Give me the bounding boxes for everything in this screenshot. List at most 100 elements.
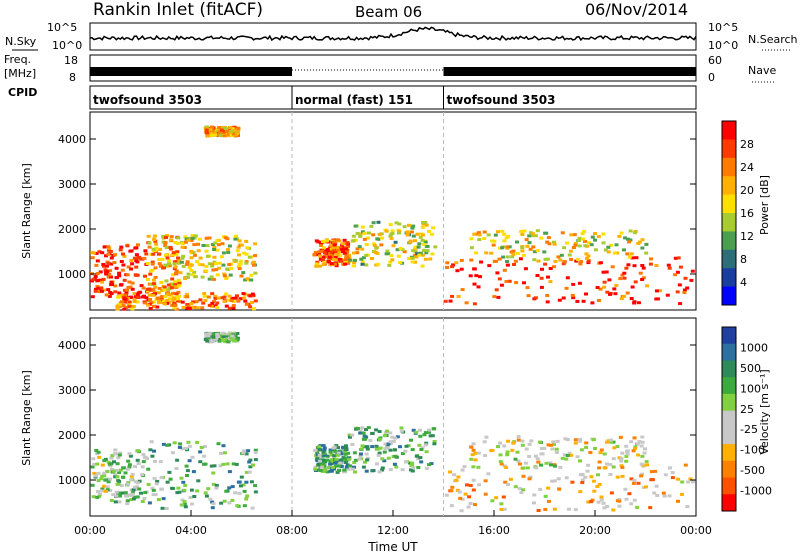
echo-cell [445,261,450,265]
echo-cell [411,466,416,470]
echo-cell [603,248,608,252]
echo-cell [376,237,381,241]
echo-cell [499,283,504,287]
echo-cell [417,253,422,257]
echo-cell [449,489,454,493]
echo-cell [172,306,177,310]
echo-cell [118,494,123,498]
echo-cell [344,446,349,450]
echo-cell [622,271,627,275]
echo-cell [527,241,532,245]
echo-cell [220,296,225,300]
echo-cell [190,455,195,459]
echo-cell [476,465,481,469]
echo-cell [93,289,98,293]
echo-cell [683,463,688,467]
echo-cell [324,239,329,243]
echo-cell [148,448,153,452]
echo-cell [587,241,592,245]
echo-cell [137,479,142,483]
echo-cell [96,490,100,493]
echo-cell [471,488,476,492]
echo-cell [334,252,339,256]
echo-cell [100,487,105,491]
echo-cell [578,262,583,266]
echo-cell [551,440,556,444]
echo-cell [244,302,249,306]
echo-cell [251,260,256,264]
echo-cell [418,456,423,460]
echo-cell [244,480,249,484]
echo-cell [411,224,416,228]
colorbar-swatch [722,121,736,140]
echo-cell [198,460,203,464]
echo-cell [597,466,602,470]
echo-cell [170,273,175,277]
echo-cell [172,441,177,445]
echo-cell [236,245,241,249]
echo-cell [631,481,636,485]
echo-cell [93,474,98,478]
echo-cell [635,505,640,509]
echo-cell [369,224,374,228]
echo-cell [118,301,123,305]
echo-cell [153,459,157,463]
echo-cell [173,241,178,244]
echo-cell [132,485,137,489]
echo-cell [228,126,233,129]
echo-cell [632,498,637,502]
echo-cell [233,259,238,262]
echo-cell [133,465,137,469]
echo-cell [430,232,435,236]
echo-cell [144,252,149,256]
echo-cell [570,480,575,484]
colorbar-swatch [722,494,736,512]
echo-cell [217,126,222,130]
echo-cell [457,490,462,494]
echo-cell [553,464,557,468]
echo-cell [174,271,178,275]
echo-cell [97,455,102,459]
echo-cell [95,272,100,275]
echo-cell [230,485,235,489]
echo-cell [315,457,320,461]
echo-cell [625,449,630,453]
echo-cell [125,499,130,503]
echo-cell [241,483,246,487]
echo-cell [222,295,227,299]
echo-cell [599,495,604,499]
echo-cell [413,239,417,243]
echo-cell [421,221,426,224]
echo-cell [315,451,320,455]
echo-cell [362,237,367,241]
echo-cell [318,254,323,258]
echo-cell [584,252,589,256]
x-tick-label: 00:00 [74,524,106,537]
echo-cell [344,247,348,251]
echo-cell [557,487,562,491]
echo-cell [214,336,219,340]
echo-cell [352,251,356,255]
x-tick-label: 20:00 [579,524,611,537]
echo-cell [332,240,336,244]
echo-cell [224,489,229,493]
echo-cell [359,452,363,456]
echo-cell [253,448,258,452]
echo-cell [227,306,232,310]
echo-cell [366,426,371,430]
echo-cell [214,268,219,272]
echo-cell [393,454,398,458]
echo-cell [565,276,570,280]
echo-cell [353,458,358,462]
echo-cell [183,505,188,509]
echo-cell [153,285,158,289]
echo-cell [108,269,113,273]
echo-cell [548,267,553,270]
echo-cell [97,250,102,254]
echo-cell [389,232,394,236]
echo-cell [617,234,622,238]
echo-cell [662,494,667,498]
echo-cell [222,272,227,276]
echo-cell [174,260,179,263]
echo-cell [449,504,454,508]
